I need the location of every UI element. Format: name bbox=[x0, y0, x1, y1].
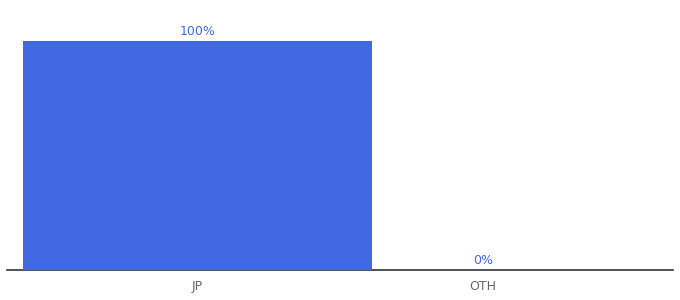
Text: 100%: 100% bbox=[180, 25, 215, 38]
Text: 0%: 0% bbox=[473, 254, 493, 267]
Bar bbox=[23, 41, 372, 270]
